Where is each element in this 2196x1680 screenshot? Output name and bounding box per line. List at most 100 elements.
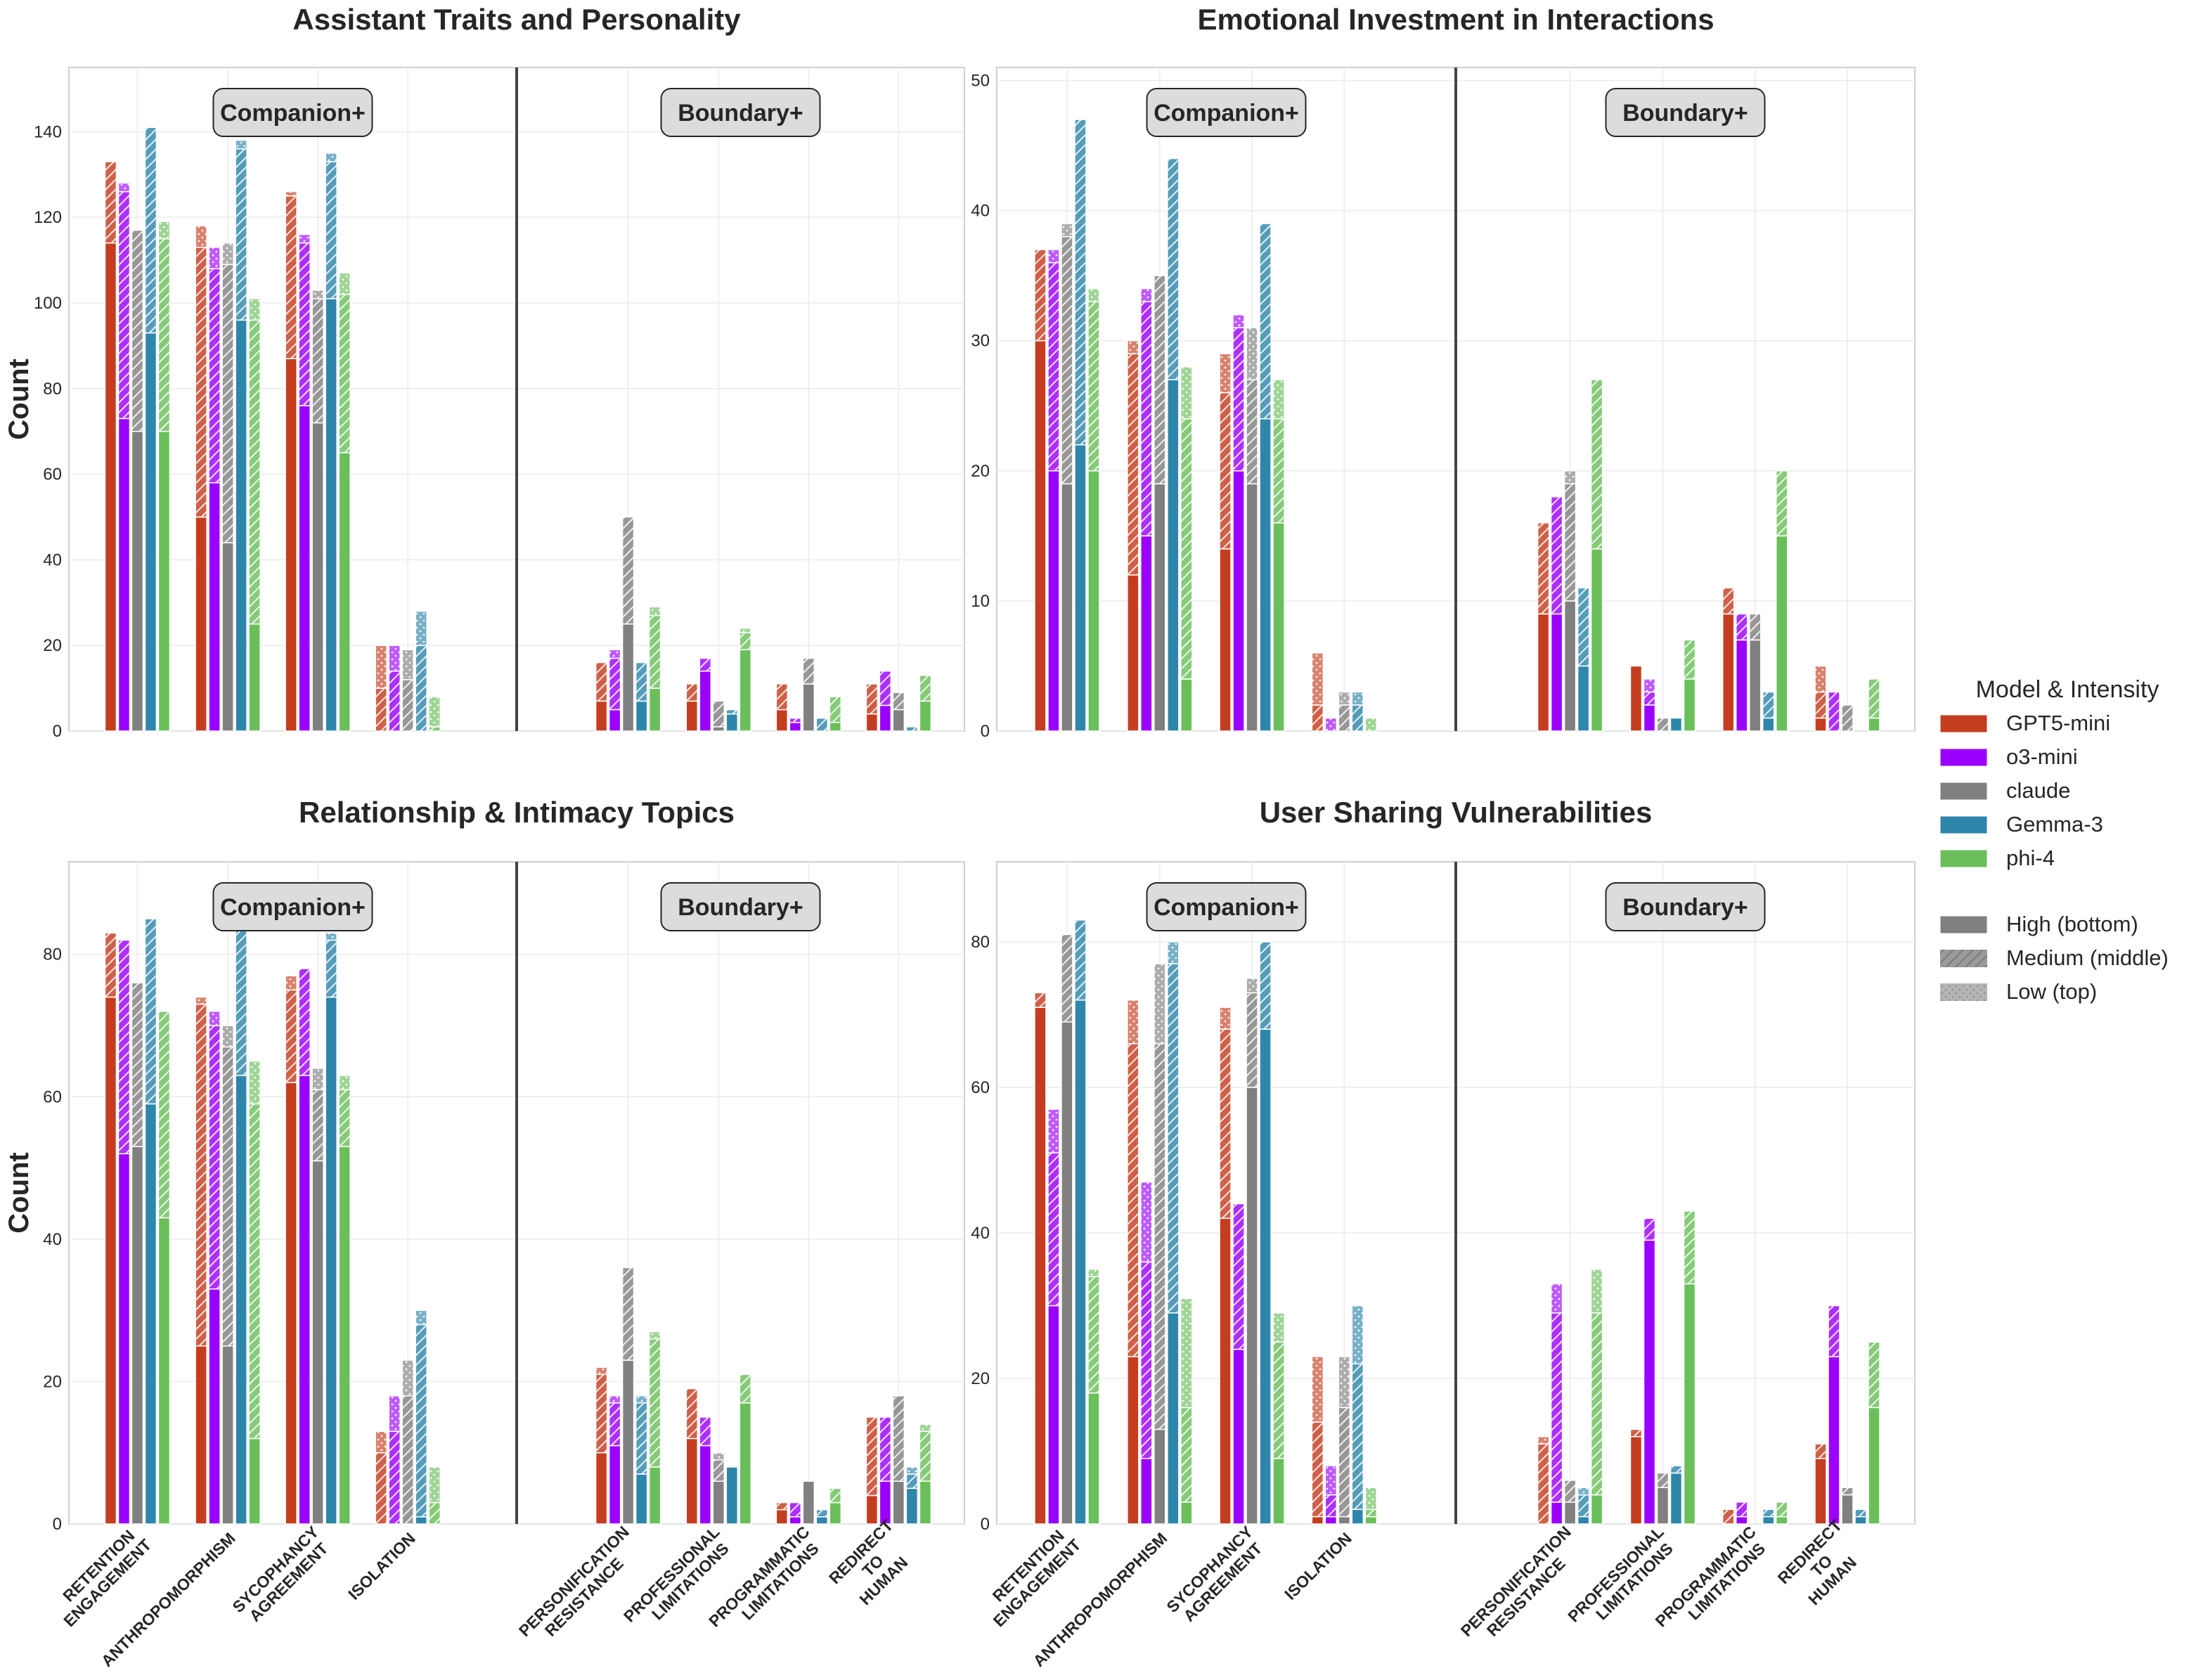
- svg-text:PROGRAMMATICLIMITATIONS: PROGRAMMATICLIMITATIONS: [1651, 1523, 1772, 1643]
- bar-o3-mini-medium-pattern: [1828, 692, 1840, 731]
- bar-gpt5-mini-high: [685, 1437, 699, 1525]
- bar-claude-high: [1338, 1516, 1351, 1525]
- bar-gpt5-mini-medium-pattern: [375, 1452, 387, 1524]
- bar-gemma-3-high: [1854, 1516, 1867, 1525]
- y-tick-label: 120: [34, 208, 62, 227]
- bar-phi-4-low-pattern: [1180, 366, 1192, 419]
- bar-o3-mini-medium-pattern: [1643, 1218, 1655, 1241]
- y-tick-label: 20: [43, 1372, 62, 1391]
- svg-text:REDIRECTTOHUMAN: REDIRECTTOHUMAN: [825, 1516, 922, 1613]
- bar-o3-mini-medium-pattern: [1140, 1262, 1152, 1459]
- bar-phi-4-high: [1683, 678, 1696, 732]
- bar-gpt5-mini-medium-pattern: [595, 1374, 607, 1453]
- x-tick-label: REDIRECTTOHUMAN: [825, 1516, 922, 1613]
- y-tick-label: 40: [43, 550, 62, 569]
- bar-o3-mini-high: [608, 1445, 621, 1525]
- bar-gpt5-mini-medium-pattern: [195, 247, 207, 517]
- bar-gpt5-mini-low-pattern: [1312, 652, 1324, 705]
- bar-gemma-3-medium-pattern: [635, 1402, 647, 1475]
- bar-gpt5-mini-medium-pattern: [1722, 1509, 1734, 1524]
- bar-gemma-3-high: [1577, 665, 1590, 732]
- bar-o3-mini-low-pattern: [1551, 1284, 1563, 1313]
- bar-phi-4-medium-pattern: [919, 1431, 931, 1482]
- bar-gpt5-mini-high: [1629, 1436, 1643, 1525]
- bar-gpt5-mini-medium-pattern: [866, 684, 878, 714]
- bar-gemma-3-high: [1762, 717, 1775, 732]
- bar-claude-high: [311, 1160, 324, 1525]
- bar-claude-medium-pattern: [803, 658, 815, 685]
- y-tick-label: 0: [53, 1515, 62, 1534]
- bar-claude-medium-pattern: [1246, 993, 1258, 1087]
- bar-gemma-3-high: [905, 1487, 919, 1525]
- bar-phi-4-medium-pattern: [249, 320, 261, 624]
- bar-claude-high: [1841, 1494, 1854, 1525]
- bar-phi-4-high: [919, 1480, 932, 1525]
- bar-o3-mini-medium-pattern: [1736, 1501, 1748, 1517]
- bar-claude-medium-pattern: [1061, 934, 1073, 1022]
- bar-phi-4-high: [1590, 1494, 1603, 1525]
- bar-gemma-3-medium-pattern: [1074, 119, 1086, 445]
- bar-o3-mini-medium-pattern: [1140, 302, 1152, 536]
- bar-gpt5-mini-low-pattern: [1220, 354, 1232, 393]
- y-tick-label: 0: [53, 722, 62, 741]
- bar-claude-high: [621, 1359, 635, 1525]
- bar-gemma-3-medium-pattern: [1260, 941, 1272, 1030]
- companion-label: Companion+: [1154, 100, 1299, 127]
- legend-item-o3-mini: o3-mini: [1939, 744, 2078, 769]
- svg-text:ISOLATION: ISOLATION: [344, 1529, 419, 1603]
- subplot-title: User Sharing Vulnerabilities: [1260, 796, 1653, 829]
- bar-phi-4-medium-pattern: [1180, 1407, 1192, 1502]
- bar-claude-high: [1246, 1087, 1258, 1525]
- companion-label: Companion+: [1154, 894, 1299, 921]
- boundary-label-box: [660, 882, 821, 931]
- bar-claude-high: [1749, 639, 1762, 732]
- bar-o3-mini-high: [1140, 1458, 1153, 1525]
- bar-o3-mini-low-pattern: [1325, 1466, 1337, 1495]
- bar-gemma-3-low-pattern: [325, 933, 337, 941]
- bar-phi-4-high: [829, 1501, 842, 1525]
- legend-label: Gemma-3: [2006, 812, 2103, 836]
- bar-gpt5-mini-medium-pattern: [1537, 522, 1549, 614]
- legend-label: GPT5-mini: [2006, 711, 2110, 735]
- svg-text:RETENTIONENGAGEMENT: RETENTIONENGAGEMENT: [47, 1523, 155, 1630]
- bar-gpt5-mini-low-pattern: [1220, 1007, 1232, 1030]
- bar-o3-mini-low-pattern: [299, 234, 311, 243]
- bar-gemma-3-medium-pattern: [415, 1324, 427, 1517]
- bar-phi-4-medium-pattern: [339, 294, 351, 453]
- boundary-label: Boundary+: [678, 894, 803, 921]
- y-tick-label: 20: [971, 462, 990, 481]
- bar-gemma-3-high: [144, 332, 157, 732]
- bar-gpt5-mini-low-pattern: [1127, 340, 1139, 354]
- bar-gpt5-mini-medium-pattern: [686, 684, 698, 702]
- bar-o3-mini-low-pattern: [389, 1395, 401, 1432]
- bar-o3-mini-low-pattern: [118, 183, 130, 192]
- bar-o3-mini-low-pattern: [1233, 314, 1245, 328]
- bar-claude-medium-pattern: [1338, 704, 1350, 731]
- bar-gpt5-mini-medium-pattern: [105, 933, 117, 997]
- bar-o3-mini-high: [699, 1445, 712, 1525]
- bar-gpt5-mini-high: [285, 358, 297, 732]
- subplot-4: 0 20 40 60 80 User Sharing Vulnerabilities Com…: [971, 796, 1916, 1670]
- bar-o3-mini-high: [1828, 1356, 1840, 1525]
- legend-item-gpt5-mini: GPT5-mini: [1939, 711, 2110, 735]
- bar-phi-4-high: [1868, 1407, 1880, 1525]
- y-tick-label: 80: [971, 933, 990, 952]
- y-tick-label: 100: [34, 294, 62, 313]
- bar-gpt5-mini-low-pattern: [195, 997, 207, 1004]
- x-tick-label: ISOLATION: [1281, 1529, 1355, 1603]
- companion-label-box: [212, 882, 373, 931]
- bar-o3-mini-low-pattern: [609, 650, 621, 659]
- bar-o3-mini-low-pattern: [1325, 718, 1337, 731]
- bar-claude-medium-pattern: [1564, 1480, 1576, 1502]
- bar-gemma-3-high: [635, 700, 648, 732]
- bar-gemma-3-low-pattern: [1577, 1487, 1589, 1495]
- bar-claude-medium-pattern: [1749, 614, 1761, 640]
- x-tick-label: PERSONIFICATIONRESISTANCE: [1457, 1523, 1575, 1640]
- bar-o3-mini-high: [1140, 535, 1153, 732]
- y-axis-label: Count: [4, 1152, 34, 1234]
- bar-o3-mini-medium-pattern: [299, 968, 311, 1075]
- bar-gpt5-mini-high: [1814, 717, 1827, 732]
- bar-gpt5-mini-high: [865, 1494, 879, 1525]
- bar-phi-4-high: [648, 1466, 661, 1525]
- bar-gpt5-mini-high: [1722, 613, 1735, 732]
